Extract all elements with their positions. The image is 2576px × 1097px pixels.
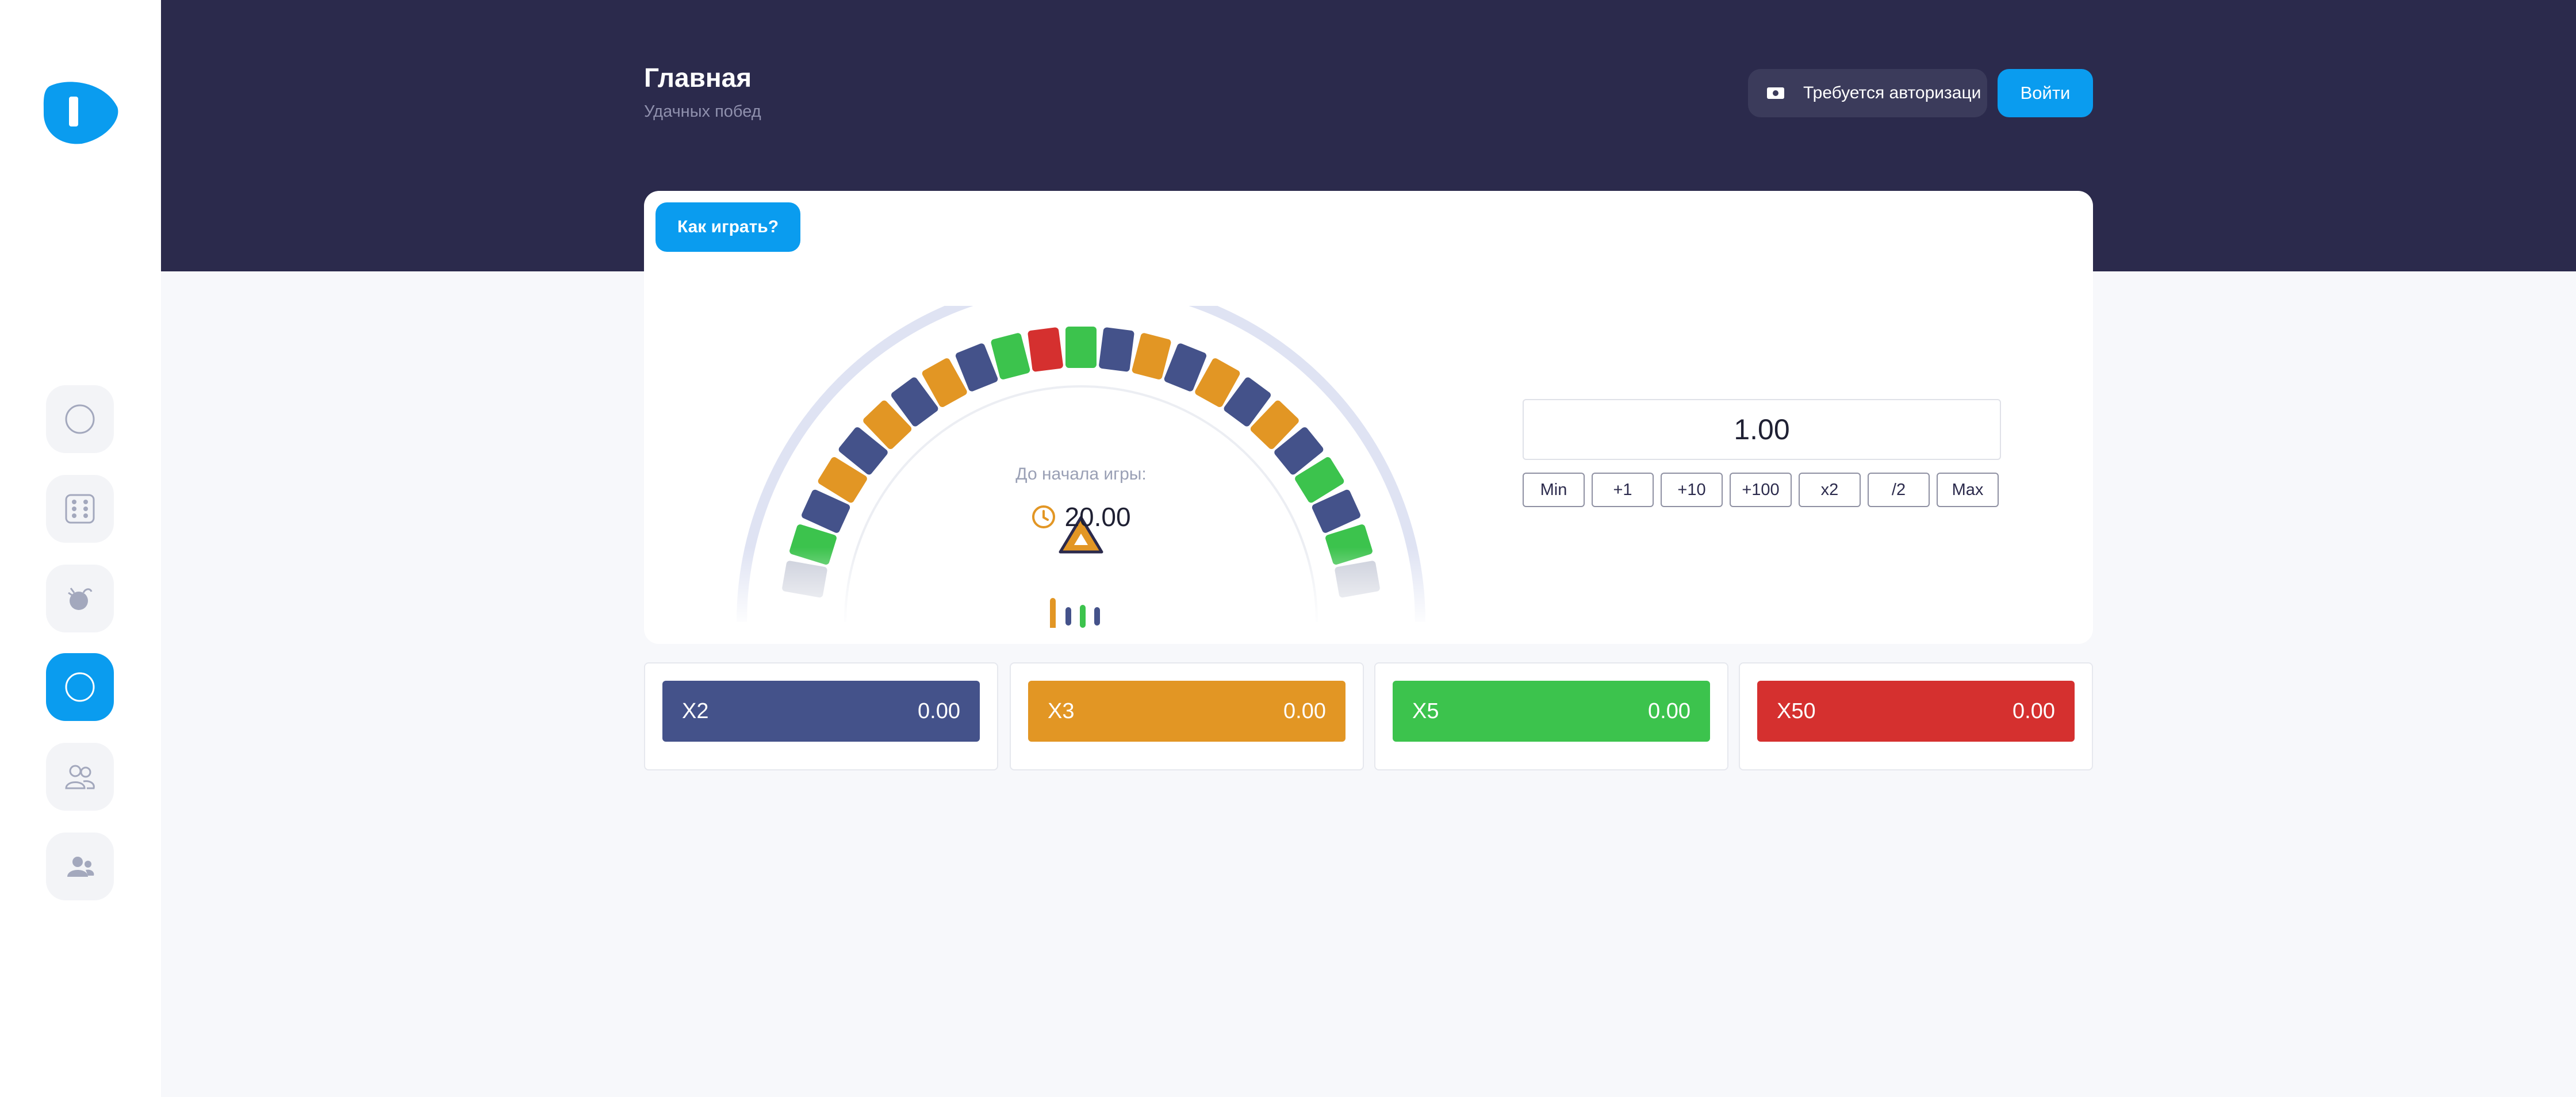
quick-bet-button[interactable]: +10 xyxy=(1661,473,1723,507)
bet-multiplier-button[interactable]: X2 0.00 xyxy=(662,681,980,742)
multiplier-total: 0.00 xyxy=(1648,699,1690,723)
countdown-label: До начала игры: xyxy=(1015,465,1147,484)
nav-dice-button[interactable] xyxy=(46,475,114,543)
multiplier-label: X5 xyxy=(1412,699,1439,723)
bomb-icon xyxy=(68,588,93,610)
quick-bet-button[interactable]: +1 xyxy=(1592,473,1654,507)
quick-bet-button[interactable]: Max xyxy=(1937,473,1999,507)
multiplier-label: X50 xyxy=(1777,699,1816,723)
wheel-sector xyxy=(863,400,912,450)
multiplier-total: 0.00 xyxy=(2012,699,2055,723)
wheel-sector xyxy=(891,377,938,427)
roulette-wheel xyxy=(736,306,1426,628)
wheel-sector xyxy=(1295,457,1344,503)
bet-card: X3 0.00 xyxy=(1010,662,1364,770)
wheel-sector xyxy=(991,333,1030,379)
auth-status-text: Требуется авторизаци xyxy=(1803,83,1981,102)
logo-icon[interactable] xyxy=(41,79,120,146)
countdown-timer: 20.00 xyxy=(966,501,1196,532)
nav-bomb-button[interactable] xyxy=(46,565,114,632)
wallet-icon xyxy=(1767,87,1784,99)
user-group-icon xyxy=(67,857,94,877)
wheel-sector xyxy=(838,427,888,475)
nav-circle-button[interactable] xyxy=(46,385,114,453)
circle-icon xyxy=(65,672,95,702)
wheel-sector xyxy=(922,358,967,408)
wheel-sector xyxy=(802,489,850,533)
pointer-icon xyxy=(1059,516,1103,554)
wheel-sector xyxy=(1195,358,1240,408)
multiplier-label: X2 xyxy=(682,699,709,723)
quick-bet-buttons: Min +1 +10 +100 x2/2 Max xyxy=(1523,473,2006,507)
progress-indicator xyxy=(1050,598,1100,628)
wheel-sector xyxy=(1132,333,1171,379)
wheel-sector xyxy=(955,343,998,392)
login-button[interactable]: Войти xyxy=(1998,69,2093,117)
nav-wheel-button[interactable] xyxy=(46,653,114,721)
nav-user-group-button[interactable] xyxy=(46,833,114,900)
nav-users-button[interactable] xyxy=(46,743,114,811)
multiplier-label: X3 xyxy=(1048,699,1075,723)
bet-multiplier-button[interactable]: X5 0.00 xyxy=(1393,681,1710,742)
wheel-sector xyxy=(1224,377,1271,427)
multiplier-total: 0.00 xyxy=(1283,699,1326,723)
how-to-play-button[interactable]: Как играть? xyxy=(656,202,800,252)
dice-icon xyxy=(65,494,95,524)
quick-bet-button[interactable]: x2 xyxy=(1799,473,1861,507)
quick-bet-button[interactable]: Min xyxy=(1523,473,1585,507)
wheel-sector xyxy=(1164,343,1207,392)
bet-card: X2 0.00 xyxy=(644,662,998,770)
wheel-sector xyxy=(1065,327,1097,368)
wheel-sector xyxy=(1028,327,1063,372)
wheel-inner-ring xyxy=(844,385,1318,623)
countdown-value: 20.00 xyxy=(1064,502,1131,532)
game-card: Как играть? До начала игры: 20.00 xyxy=(644,191,2093,644)
sidebar xyxy=(0,0,161,1097)
wheel-outer-ring xyxy=(737,306,1425,623)
bet-card: X5 0.00 xyxy=(1374,662,1728,770)
wheel-sector xyxy=(1274,427,1324,475)
bet-multiplier-button[interactable]: X50 0.00 xyxy=(1757,681,2075,742)
users-icon xyxy=(65,765,95,789)
clock-icon xyxy=(1032,505,1056,528)
wheel-sector xyxy=(1250,400,1299,450)
bet-card: X50 0.00 xyxy=(1739,662,2093,770)
wheel-sector xyxy=(818,457,867,503)
circle-icon xyxy=(65,404,95,434)
wheel-sector xyxy=(1312,489,1360,533)
multiplier-total: 0.00 xyxy=(918,699,960,723)
wheel-sector xyxy=(1099,327,1134,372)
quick-bet-button[interactable]: /2 xyxy=(1868,473,1930,507)
auth-status-chip[interactable]: Требуется авторизаци xyxy=(1748,69,1987,117)
quick-bet-button[interactable]: +100 xyxy=(1730,473,1792,507)
page-title: Главная xyxy=(644,63,752,93)
bet-multiplier-button[interactable]: X3 0.00 xyxy=(1028,681,1346,742)
bet-amount-input[interactable] xyxy=(1523,399,2001,460)
page-subtitle: Удачных побед xyxy=(644,102,761,121)
